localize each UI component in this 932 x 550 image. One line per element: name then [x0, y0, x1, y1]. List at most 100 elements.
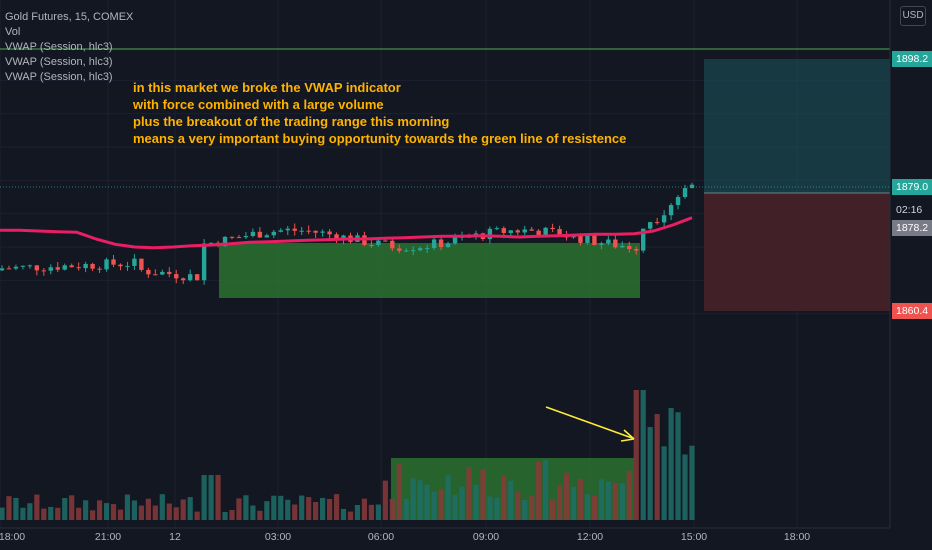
candle-body — [620, 245, 625, 248]
candle-body — [578, 234, 583, 243]
volume-bar — [556, 485, 563, 520]
volume-bar — [306, 497, 312, 520]
candle-body — [327, 231, 332, 235]
candle-body — [278, 230, 283, 232]
candle-body — [431, 239, 437, 249]
candle-body — [627, 245, 632, 249]
volume-bar — [145, 498, 151, 520]
volume-bar — [138, 505, 144, 520]
volume-bar — [13, 497, 19, 520]
volume-bar — [494, 497, 500, 520]
volume-bar — [605, 481, 611, 520]
volume-bars — [0, 390, 695, 520]
volume-bar — [452, 494, 458, 520]
range-box — [219, 243, 640, 298]
candle-body — [285, 228, 290, 231]
volume-bar — [208, 475, 214, 520]
volume-bar — [661, 446, 667, 520]
candle-body — [194, 274, 200, 281]
candle-body — [48, 267, 53, 271]
candle-body — [146, 269, 151, 275]
volume-bar — [396, 463, 402, 520]
volume-bar — [187, 497, 193, 520]
candle-body — [271, 231, 277, 236]
candle-body — [34, 265, 40, 271]
candle-body — [83, 263, 88, 269]
volume-bar — [180, 499, 186, 520]
candle-body — [125, 265, 130, 267]
volume-bar — [480, 469, 486, 520]
volume-bar — [69, 495, 75, 520]
candle-body — [438, 239, 444, 248]
volume-bar — [299, 495, 305, 520]
candle-body — [585, 234, 590, 243]
candle-body — [536, 230, 541, 236]
volume-bar — [257, 510, 263, 520]
volume-bar — [222, 511, 228, 520]
annotation-line-3: plus the breakout of the trading range t… — [133, 114, 450, 129]
volume-bar — [640, 390, 646, 520]
volume-bar — [487, 496, 493, 520]
volume-bar — [173, 507, 179, 520]
legend-vwap-2[interactable]: VWAP (Session, hlc3) — [5, 56, 113, 68]
volume-bar — [375, 504, 381, 520]
candle-body — [139, 258, 144, 270]
legend-vwap-1[interactable]: VWAP (Session, hlc3) — [5, 41, 113, 53]
volume-bar — [563, 472, 570, 520]
candle-body — [641, 228, 646, 251]
candle-body — [675, 196, 681, 206]
volume-bar — [577, 478, 584, 520]
volume-bar — [382, 480, 388, 520]
target-zone — [704, 59, 890, 193]
volume-bar — [194, 511, 200, 520]
stop-zone — [704, 193, 890, 311]
volume-bar — [550, 499, 556, 520]
candle-body — [501, 228, 507, 233]
volume-bar — [612, 482, 618, 520]
volume-bar — [96, 500, 103, 520]
candle-body — [250, 231, 256, 237]
candle-body — [181, 278, 186, 281]
volume-bar — [333, 494, 340, 520]
candle-body — [424, 248, 430, 250]
annotation-text: in this market we broke the VWAP indicat… — [133, 79, 626, 147]
legend-symbol[interactable]: Gold Futures, 15, COMEX — [5, 11, 134, 23]
candle-body — [160, 271, 165, 275]
candle-body — [187, 274, 193, 281]
volume-bar — [229, 510, 235, 520]
legend-vol[interactable]: Vol — [5, 26, 21, 38]
legend-vwap-3[interactable]: VWAP (Session, hlc3) — [5, 71, 113, 83]
volume-bar — [6, 496, 12, 520]
vwap-line — [0, 216, 693, 250]
candle-body — [417, 248, 423, 251]
candle-body — [383, 240, 388, 242]
volume-bar — [633, 390, 639, 520]
annotation-line-4: means a very important buying opportunit… — [133, 131, 627, 146]
currency-button[interactable]: USD — [900, 6, 926, 26]
volume-bar — [654, 414, 660, 520]
volume-bar — [368, 504, 374, 520]
volume-bar — [508, 480, 514, 520]
annotation-line-2: with force combined with a large volume — [133, 97, 384, 112]
volume-bar — [166, 503, 172, 520]
candle-body — [550, 227, 555, 230]
volume-bar — [682, 454, 688, 520]
volume-bar — [215, 475, 221, 520]
volume-bar — [20, 507, 26, 520]
volume-bar — [466, 466, 472, 520]
volume-bar — [619, 483, 625, 520]
volume-bar — [626, 470, 632, 520]
time-tick-label: 18:00 — [0, 531, 26, 543]
volume-bar — [292, 504, 298, 520]
candle-body — [557, 229, 562, 236]
candle-body — [174, 274, 179, 279]
volume-bar — [76, 507, 82, 520]
volume-bar — [250, 505, 256, 520]
candle-body — [20, 265, 26, 267]
volume-bar — [570, 486, 577, 520]
chart-legend: Gold Futures, 15, COMEX Vol VWAP (Sessio… — [5, 10, 133, 85]
volume-bar — [27, 503, 33, 520]
candle-body — [689, 184, 695, 189]
volume-bar — [124, 494, 131, 520]
